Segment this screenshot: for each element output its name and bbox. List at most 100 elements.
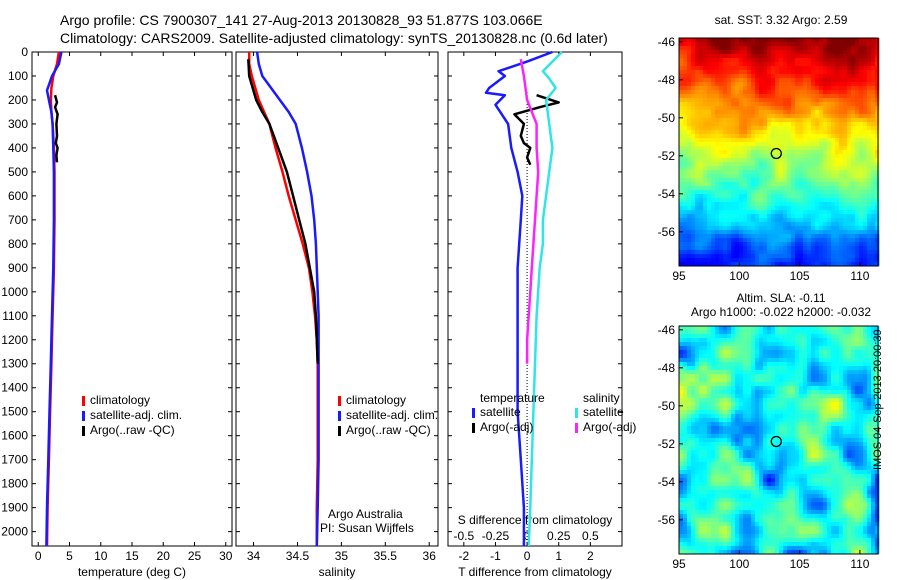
map-cell xyxy=(711,234,716,239)
map-cell xyxy=(843,422,848,427)
map-cell xyxy=(775,226,780,231)
map-cell xyxy=(803,466,808,471)
map-cell xyxy=(827,250,832,255)
map-cell xyxy=(759,326,764,331)
map-cell xyxy=(783,90,788,95)
map-cell xyxy=(759,226,764,231)
map-cell xyxy=(767,130,772,135)
map-cell xyxy=(807,90,812,95)
map-cell xyxy=(715,446,720,451)
map-cell xyxy=(839,74,844,79)
map-cell xyxy=(843,42,848,47)
map-cell xyxy=(811,206,816,211)
map-cell xyxy=(851,94,856,99)
map-cell xyxy=(755,442,760,447)
map-cell xyxy=(779,134,784,139)
map-cell xyxy=(799,166,804,171)
map-cell xyxy=(807,62,812,67)
map-cell xyxy=(691,426,696,431)
map-cell xyxy=(847,374,852,379)
map-cell xyxy=(743,90,748,95)
map-cell xyxy=(771,230,776,235)
map-cell xyxy=(803,130,808,135)
map-cell xyxy=(807,166,812,171)
map-cell xyxy=(715,142,720,147)
map-cell xyxy=(863,162,868,167)
map-cell xyxy=(843,370,848,375)
map-cell xyxy=(683,98,688,103)
map-cell xyxy=(683,46,688,51)
map-cell xyxy=(783,462,788,467)
map-cell xyxy=(691,90,696,95)
map-cell xyxy=(711,166,716,171)
map-cell xyxy=(843,246,848,251)
map-cell xyxy=(771,330,776,335)
map-cell xyxy=(767,334,772,339)
map-cell xyxy=(699,50,704,55)
map-cell xyxy=(695,254,700,259)
map-cell xyxy=(831,358,836,363)
map-cell xyxy=(827,382,832,387)
map-cell xyxy=(791,98,796,103)
map-cell xyxy=(687,198,692,203)
map-cell xyxy=(719,366,724,371)
map-cell xyxy=(859,242,864,247)
map-cell xyxy=(767,466,772,471)
map-cell xyxy=(707,434,712,439)
map-cell xyxy=(827,410,832,415)
map-cell xyxy=(715,118,720,123)
map-cell xyxy=(715,222,720,227)
map-cell xyxy=(807,146,812,151)
map-cell xyxy=(807,330,812,335)
map-cell xyxy=(699,222,704,227)
map-cell xyxy=(855,158,860,163)
map-cell xyxy=(719,450,724,455)
map-cell xyxy=(695,90,700,95)
map-cell xyxy=(763,150,768,155)
map-cell xyxy=(763,382,768,387)
map-cell xyxy=(863,334,868,339)
map-cell xyxy=(799,138,804,143)
map-cell xyxy=(747,206,752,211)
map-cell xyxy=(863,102,868,107)
map-cell xyxy=(735,450,740,455)
map-cell xyxy=(719,434,724,439)
map-cell xyxy=(855,462,860,467)
series-line-satellite-adj-clim- xyxy=(45,51,63,547)
map-cell xyxy=(835,106,840,111)
map-cell xyxy=(767,458,772,463)
map-cell xyxy=(695,394,700,399)
map-cell xyxy=(687,134,692,139)
map-cell xyxy=(875,218,880,223)
map-cell xyxy=(863,62,868,67)
map-cell xyxy=(683,434,688,439)
map-cell xyxy=(739,446,744,451)
map-cell xyxy=(791,150,796,155)
map-cell xyxy=(807,198,812,203)
map-cell xyxy=(723,202,728,207)
map-cell xyxy=(779,70,784,75)
map-cell xyxy=(727,418,732,423)
map-cell xyxy=(783,394,788,399)
map-cell xyxy=(871,50,876,55)
map-cell xyxy=(707,474,712,479)
map-cell xyxy=(807,422,812,427)
map-cell xyxy=(695,422,700,427)
map-cell xyxy=(687,370,692,375)
map-cell xyxy=(775,222,780,227)
map-cell xyxy=(775,62,780,67)
map-cell xyxy=(715,246,720,251)
map-cell xyxy=(703,342,708,347)
map-cell xyxy=(791,218,796,223)
map-cell xyxy=(703,106,708,111)
map-cell xyxy=(711,38,716,43)
map-cell xyxy=(851,262,856,267)
map-cell xyxy=(723,406,728,411)
map-cell xyxy=(855,378,860,383)
map-cell xyxy=(787,214,792,219)
map-cell xyxy=(855,66,860,71)
map-cell xyxy=(763,58,768,63)
map-cell xyxy=(751,138,756,143)
map-cell xyxy=(811,110,816,115)
map-cell xyxy=(711,218,716,223)
